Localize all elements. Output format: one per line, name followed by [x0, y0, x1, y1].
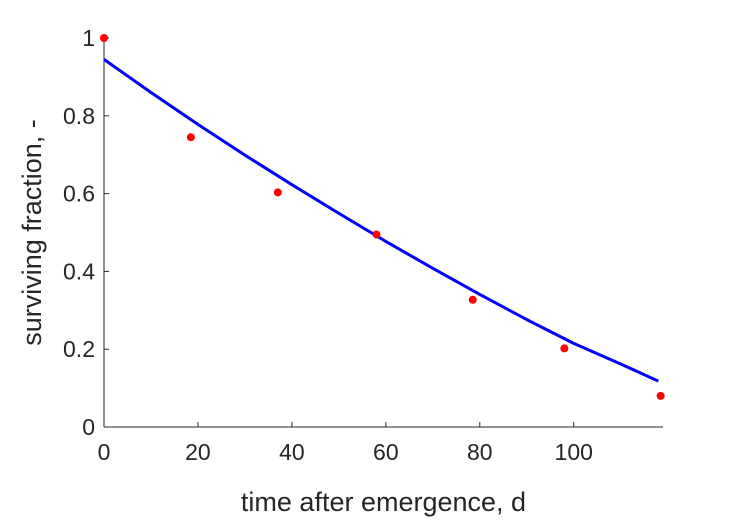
- x-tick-label: 40: [279, 439, 305, 465]
- fit-curve: [103, 58, 659, 383]
- x-tick-label: 20: [185, 439, 211, 465]
- y-tick-label: 0.6: [63, 181, 95, 207]
- y-tick-label: 0.4: [63, 258, 95, 284]
- plot-area: [100, 34, 665, 400]
- data-point: [468, 295, 477, 304]
- x-tick-label: 100: [555, 439, 593, 465]
- y-tick-label: 0.8: [63, 103, 95, 129]
- x-axis-ticks: 0 20 40 60 80 100: [98, 422, 593, 465]
- x-tick-label: 0: [98, 439, 111, 465]
- y-tick-label: 0: [82, 414, 95, 440]
- y-axis-ticks: 0 0.2 0.4 0.6 0.8 1: [63, 25, 109, 440]
- y-tick-label: 1: [82, 25, 95, 51]
- data-point: [656, 391, 665, 400]
- data-point: [372, 230, 381, 239]
- data-point: [186, 133, 195, 142]
- y-tick-label: 0.2: [63, 336, 95, 362]
- data-point: [273, 188, 282, 197]
- x-tick-label: 80: [467, 439, 493, 465]
- y-axis-label: surviving fraction, -: [17, 119, 47, 346]
- data-point: [100, 34, 108, 42]
- x-axis-label: time after emergence, d: [241, 487, 526, 517]
- data-point: [560, 344, 569, 353]
- x-tick-label: 60: [373, 439, 399, 465]
